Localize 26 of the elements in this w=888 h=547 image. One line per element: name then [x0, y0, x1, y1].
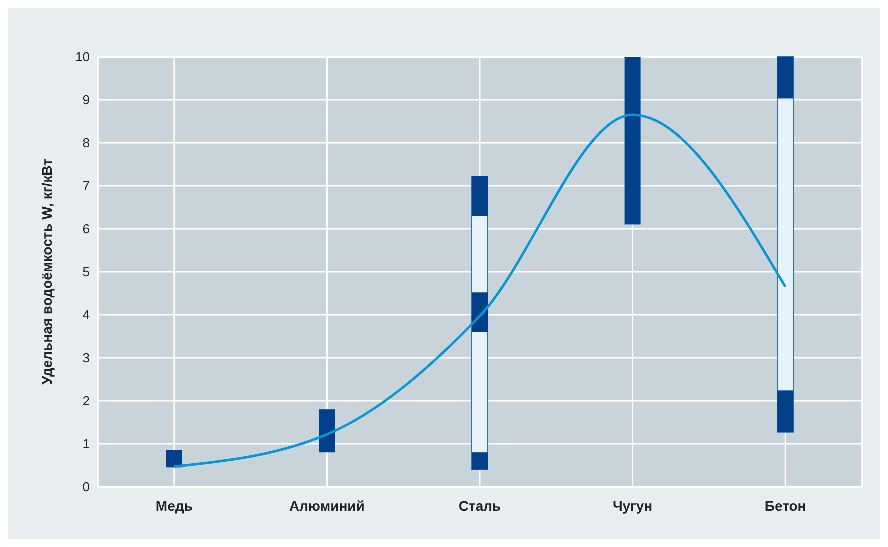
- x-tick-label: Алюминий: [289, 498, 365, 514]
- bar: [319, 410, 336, 453]
- y-tick-label: 10: [76, 50, 90, 65]
- y-tick-label: 6: [82, 222, 90, 237]
- y-tick-label: 0: [82, 480, 90, 495]
- x-tick-label: Медь: [156, 498, 194, 514]
- x-tick-label: Сталь: [458, 498, 502, 514]
- bar: [472, 452, 488, 470]
- y-tick-label: 8: [82, 136, 90, 151]
- y-tick-label: 5: [82, 264, 90, 280]
- bar: [778, 390, 794, 432]
- line-series: [173, 114, 787, 468]
- bar: [166, 450, 182, 468]
- y-tick-label: 2: [82, 394, 90, 409]
- y-tick-label: 1: [82, 436, 90, 452]
- y-axis-title: Удельная водоёмкость W, кг/кВт: [39, 158, 55, 385]
- y-tick-label: 9: [82, 92, 90, 108]
- x-tick-label: Бетон: [764, 498, 806, 514]
- bar: [472, 292, 488, 332]
- y-tick-label: 4: [82, 308, 90, 323]
- bar: [472, 176, 488, 216]
- x-tick-label: Чугун: [612, 498, 653, 514]
- bar: [778, 57, 794, 99]
- y-tick-label: 7: [82, 178, 90, 194]
- bar: [624, 57, 641, 225]
- y-tick-label: 3: [82, 350, 90, 366]
